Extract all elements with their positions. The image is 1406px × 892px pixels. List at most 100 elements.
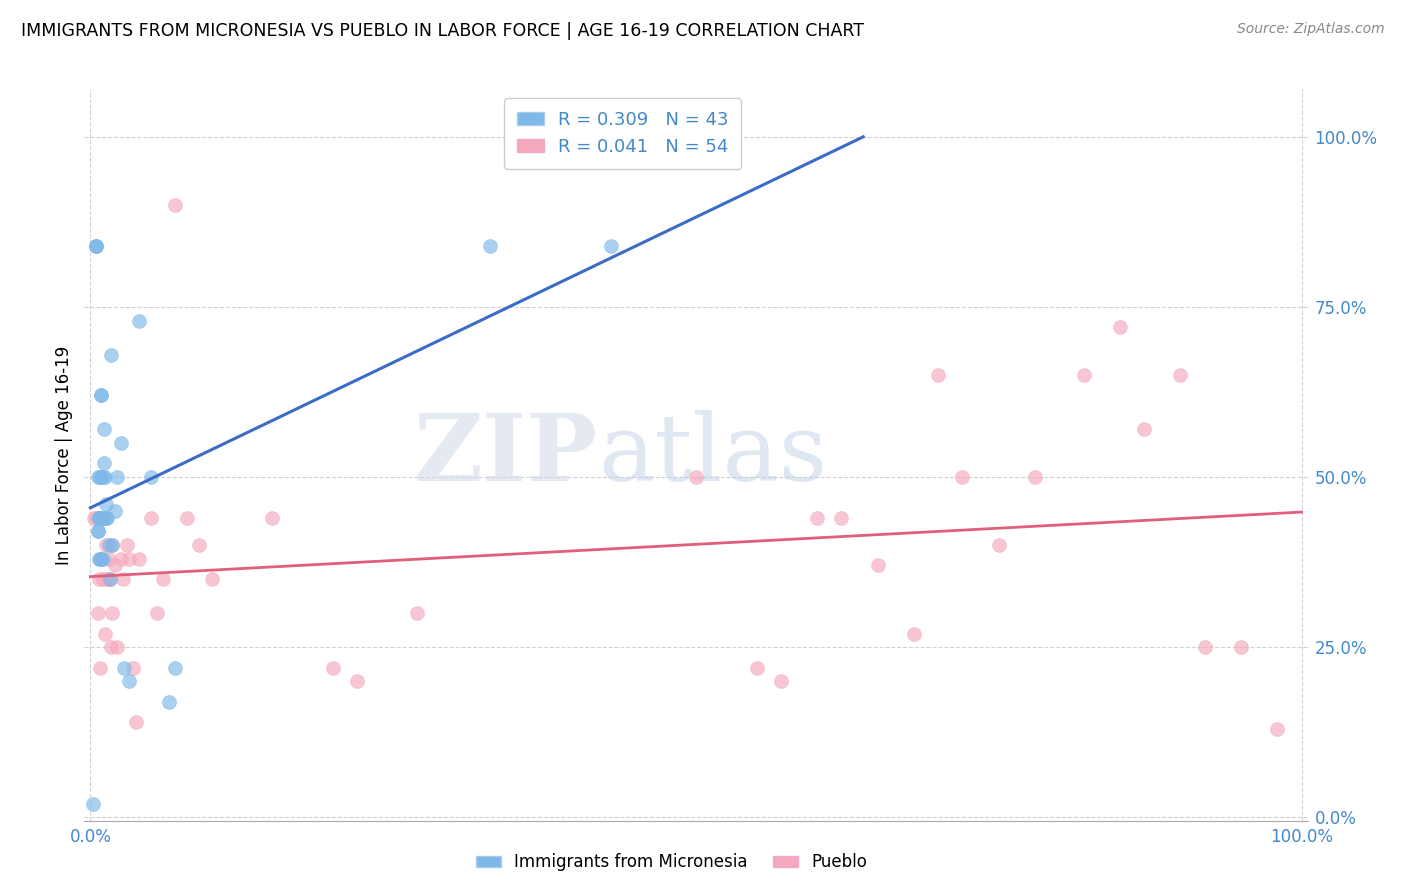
Point: [101, 606, 124, 620]
Point: [600, 238, 623, 252]
Point: [112, 660, 135, 674]
Point: [101, 538, 124, 552]
Point: [322, 660, 344, 674]
Point: [91, 572, 114, 586]
Point: [139, 470, 162, 484]
Point: [110, 551, 132, 566]
Point: [90, 551, 112, 566]
Point: [105, 470, 128, 484]
Point: [866, 558, 889, 573]
Point: [769, 674, 792, 689]
Point: [952, 470, 974, 484]
Point: [110, 436, 132, 450]
Point: [90, 470, 112, 484]
Point: [86, 524, 108, 539]
Point: [121, 660, 143, 674]
Point: [90, 551, 112, 566]
Point: [830, 511, 852, 525]
Point: [91, 511, 114, 525]
Point: [1073, 368, 1095, 382]
Point: [1170, 368, 1192, 382]
Point: [100, 640, 122, 654]
Point: [152, 572, 174, 586]
Point: [104, 558, 127, 573]
Point: [90, 388, 112, 402]
Point: [87, 551, 110, 566]
Point: [96, 511, 118, 525]
Point: [1108, 320, 1130, 334]
Point: [90, 388, 112, 402]
Point: [745, 660, 768, 674]
Point: [86, 238, 108, 252]
Point: [86, 524, 108, 539]
Point: [128, 551, 150, 566]
Point: [89, 660, 111, 674]
Point: [98, 572, 121, 586]
Point: [1133, 422, 1156, 436]
Point: [86, 511, 108, 525]
Point: [112, 572, 135, 586]
Point: [83, 511, 105, 525]
Point: [927, 368, 949, 382]
Point: [82, 797, 104, 811]
Point: [262, 511, 284, 525]
Point: [94, 626, 117, 640]
Point: [157, 695, 180, 709]
Legend: Immigrants from Micronesia, Pueblo: Immigrants from Micronesia, Pueblo: [470, 847, 873, 878]
Point: [165, 660, 187, 674]
Point: [176, 511, 198, 525]
Point: [97, 551, 120, 566]
Point: [115, 538, 138, 552]
Point: [89, 470, 111, 484]
Point: [200, 572, 222, 586]
Point: [96, 497, 118, 511]
Point: [86, 238, 108, 252]
Point: [91, 551, 114, 566]
Point: [89, 511, 111, 525]
Point: [87, 511, 110, 525]
Point: [86, 238, 108, 252]
Text: ZIP: ZIP: [413, 410, 598, 500]
Point: [87, 511, 110, 525]
Point: [806, 511, 828, 525]
Point: [125, 714, 148, 729]
Point: [104, 504, 127, 518]
Point: [685, 470, 707, 484]
Point: [1024, 470, 1046, 484]
Point: [1265, 722, 1288, 736]
Text: IMMIGRANTS FROM MICRONESIA VS PUEBLO IN LABOR FORCE | AGE 16-19 CORRELATION CHAR: IMMIGRANTS FROM MICRONESIA VS PUEBLO IN …: [21, 22, 865, 40]
Point: [1230, 640, 1253, 654]
Point: [89, 511, 111, 525]
Point: [96, 572, 118, 586]
Point: [91, 511, 114, 525]
Point: [987, 538, 1010, 552]
Point: [96, 538, 118, 552]
Point: [146, 606, 169, 620]
Point: [86, 606, 108, 620]
Y-axis label: In Labor Force | Age 16-19: In Labor Force | Age 16-19: [55, 345, 73, 565]
Point: [91, 470, 114, 484]
Point: [105, 640, 128, 654]
Point: [139, 511, 162, 525]
Point: [128, 313, 150, 327]
Point: [97, 538, 120, 552]
Point: [165, 198, 187, 212]
Point: [1194, 640, 1216, 654]
Point: [118, 674, 141, 689]
Text: atlas: atlas: [598, 410, 827, 500]
Point: [89, 551, 111, 566]
Point: [87, 572, 110, 586]
Point: [93, 422, 115, 436]
Point: [93, 457, 115, 471]
Point: [96, 511, 118, 525]
Point: [118, 551, 141, 566]
Point: [87, 511, 110, 525]
Point: [86, 470, 108, 484]
Point: [101, 538, 124, 552]
Text: Source: ZipAtlas.com: Source: ZipAtlas.com: [1237, 22, 1385, 37]
Point: [479, 238, 502, 252]
Point: [100, 347, 122, 361]
Point: [406, 606, 429, 620]
Point: [903, 626, 925, 640]
Point: [98, 572, 121, 586]
